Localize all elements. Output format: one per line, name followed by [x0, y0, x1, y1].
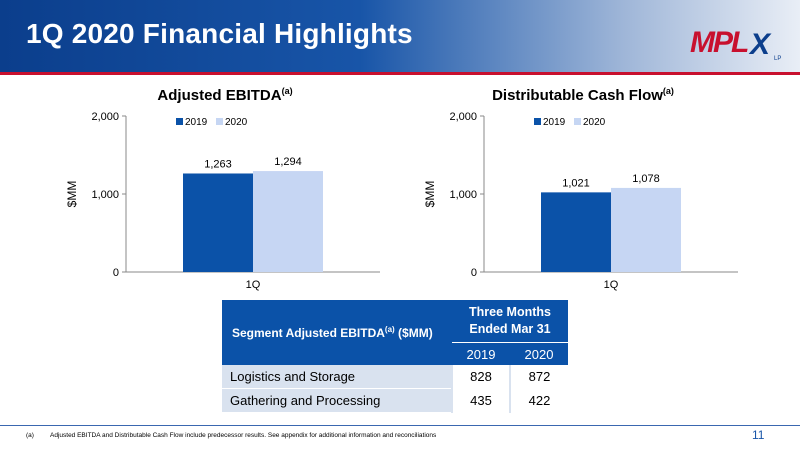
svg-text:MPL: MPL [690, 26, 748, 59]
bar-2019 [183, 173, 253, 272]
bar-2020 [611, 187, 681, 272]
bar-2020 [253, 171, 323, 272]
distributable-cash-flow-plot: 0 1,000 2,000 $MM 1,021 1,078 1Q 2019 2020 [423, 111, 738, 291]
bar-value-label: 1,263 [204, 158, 232, 170]
y-tick-label: 0 [113, 267, 119, 279]
distributable-cash-flow-chart: Distributable Cash Flow(a) 0 1,000 2,000 $M… [418, 84, 748, 296]
row-value-2019: 828 [451, 365, 510, 389]
year-header-2019: 2019 [452, 342, 510, 365]
y-tick-label: 1,000 [91, 189, 119, 201]
chart-title-text: Adjusted EBITDA [157, 87, 282, 104]
y-axis-label: $MM [65, 181, 79, 208]
y-tick-label: 2,000 [449, 111, 477, 123]
bar-value-label: 1,078 [632, 173, 660, 185]
period-line1: Three Months [469, 305, 551, 319]
row-value-2020: 872 [508, 365, 568, 389]
chart-title-text: Distributable Cash Flow [492, 87, 663, 104]
row-value-2019: 435 [451, 388, 510, 413]
header-banner: 1Q 2020 Financial Highlights MPL X LP [0, 0, 800, 72]
legend-swatch-2019 [534, 118, 541, 125]
chart-title-sup: (a) [662, 86, 674, 96]
y-tick-label: 0 [471, 267, 477, 279]
chart-title: Distributable Cash Flow(a) [418, 86, 748, 104]
y-tick-label: 2,000 [91, 111, 119, 123]
mplx-logo: MPL X LP [690, 26, 781, 62]
header-red-line [0, 72, 800, 75]
y-axis-label: $MM [423, 181, 437, 208]
svg-text:X: X [748, 28, 772, 61]
legend-swatch-2020 [216, 118, 223, 125]
chart-title: Adjusted EBITDA(a) [60, 86, 390, 104]
segment-label-sup: (a) [384, 325, 395, 334]
legend-entry: 2020 [225, 117, 248, 128]
legend-entry: 2020 [583, 117, 606, 128]
y-tick-label: 1,000 [449, 189, 477, 201]
period-header: Three Months Ended Mar 31 [452, 300, 568, 343]
footnote: (a) Adjusted EBITDA and Distributable Cas… [26, 432, 436, 439]
year-header-2020: 2020 [509, 342, 568, 365]
adjusted-ebitda-plot: 0 1,000 2,000 $MM 1,263 1,294 1Q 2019 2020 [65, 111, 380, 291]
bar-2019 [541, 192, 611, 272]
legend-swatch-2020 [574, 118, 581, 125]
legend-swatch-2019 [176, 118, 183, 125]
row-value-2020: 422 [508, 388, 568, 413]
segment-table-label: Segment Adjusted EBITDA(a) ($MM) [222, 300, 452, 365]
page-title: 1Q 2020 Financial Highlights [26, 18, 413, 49]
page-number: 11 [752, 428, 765, 442]
segment-ebitda-table: Segment Adjusted EBITDA(a) ($MM) Three M… [222, 300, 568, 413]
x-tick-label: 1Q [246, 279, 261, 291]
row-label: Gathering and Processing [222, 388, 452, 413]
adjusted-ebitda-chart: Adjusted EBITDA(a) 0 1,000 2,000 $MM 1,263 1,… [60, 84, 390, 296]
svg-text:LP: LP [774, 56, 781, 62]
bar-value-label: 1,294 [274, 156, 302, 168]
x-tick-label: 1Q [604, 279, 619, 291]
segment-label-unit: ($MM) [398, 326, 433, 340]
chart-title-sup: (a) [281, 86, 293, 96]
table-row: Gathering and Processing 435 422 [222, 388, 568, 413]
row-label: Logistics and Storage [222, 365, 452, 389]
segment-label-text: Segment Adjusted EBITDA [232, 326, 385, 340]
bar-value-label: 1,021 [562, 177, 590, 189]
legend-entry: 2019 [543, 117, 566, 128]
table-row: Logistics and Storage 828 872 [222, 365, 568, 389]
period-line2: Ended Mar 31 [469, 322, 551, 336]
footer-line [0, 425, 800, 426]
footnote-marker: (a) [26, 432, 34, 439]
footnote-text: Adjusted EBITDA and Distributable Cash F… [50, 432, 437, 439]
legend-entry: 2019 [185, 117, 208, 128]
